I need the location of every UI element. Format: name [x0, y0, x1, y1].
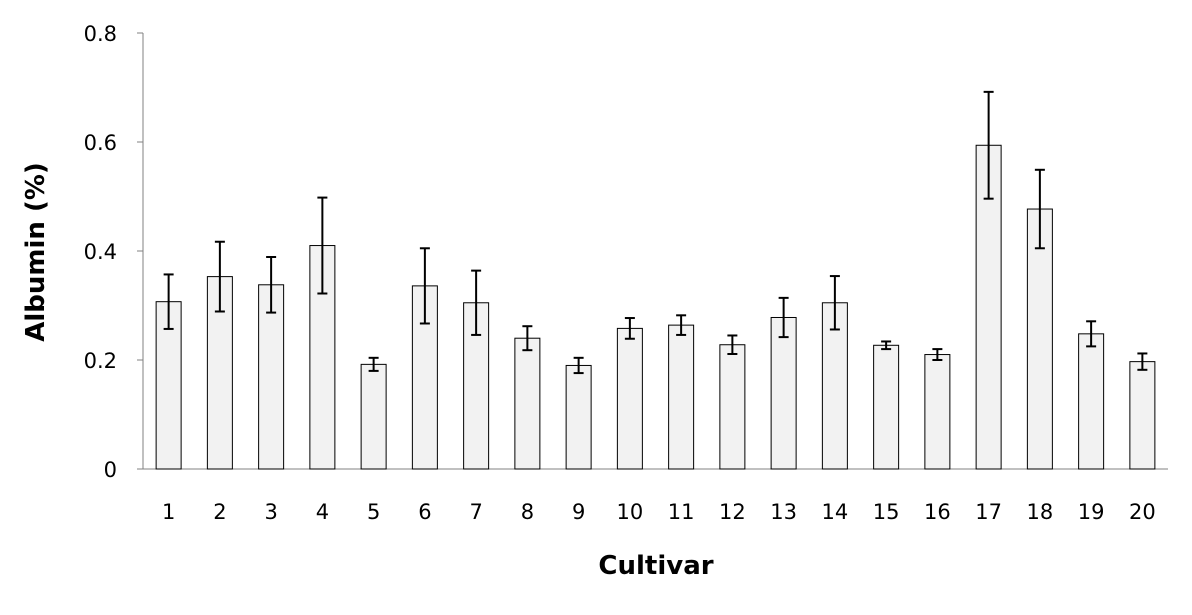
bar	[1026, 208, 1053, 470]
y-axis: 0 0.2 0.4 0.6 0.8	[84, 22, 144, 482]
bar	[616, 327, 643, 470]
y-tick-label: 0.4	[84, 240, 117, 264]
x-axis: 1 2 3 4 5 6 7 8 9 10 11 12 13 14 15 16 17 18 19 20	[143, 468, 1168, 524]
x-tick-label: 10	[617, 500, 644, 524]
x-tick-label: 11	[668, 500, 695, 524]
x-tick-label: 15	[873, 500, 900, 524]
bar	[770, 316, 797, 470]
y-tick-label: 0.6	[84, 131, 117, 155]
x-tick-label: 13	[770, 500, 797, 524]
bar	[565, 364, 592, 470]
x-tick-label: 12	[719, 500, 746, 524]
x-tick-label: 3	[264, 500, 277, 524]
x-tick-label: 20	[1129, 500, 1156, 524]
x-tick-label: 5	[367, 500, 380, 524]
error-bars-group	[163, 90, 1148, 375]
x-tick-label: 8	[521, 500, 534, 524]
bar	[668, 324, 695, 470]
bar	[258, 284, 285, 470]
x-tick-label: 2	[213, 500, 226, 524]
bar	[975, 144, 1002, 470]
x-axis-title: Cultivar	[598, 551, 713, 581]
bar	[514, 337, 541, 470]
bar	[1078, 333, 1105, 470]
x-tick-label: 18	[1027, 500, 1054, 524]
bar	[719, 344, 746, 470]
y-tick-label: 0.2	[84, 349, 117, 373]
x-tick-label: 1	[162, 500, 175, 524]
x-tick-label: 9	[572, 500, 585, 524]
bar	[360, 363, 387, 470]
y-tick-label: 0	[104, 458, 117, 482]
x-tick-label: 4	[316, 500, 329, 524]
y-axis-title: Albumin (%)	[21, 162, 51, 342]
bar	[873, 344, 900, 470]
x-tick-label: 6	[418, 500, 431, 524]
x-tick-label: 19	[1078, 500, 1105, 524]
bars-group	[155, 144, 1156, 470]
bar	[1129, 361, 1156, 470]
bar	[924, 354, 951, 470]
y-tick-label: 0.8	[84, 22, 117, 46]
x-tick-label: 7	[469, 500, 482, 524]
x-tick-label: 16	[924, 500, 951, 524]
bar	[821, 302, 848, 470]
x-tick-label: 17	[975, 500, 1002, 524]
x-tick-label: 14	[822, 500, 849, 524]
